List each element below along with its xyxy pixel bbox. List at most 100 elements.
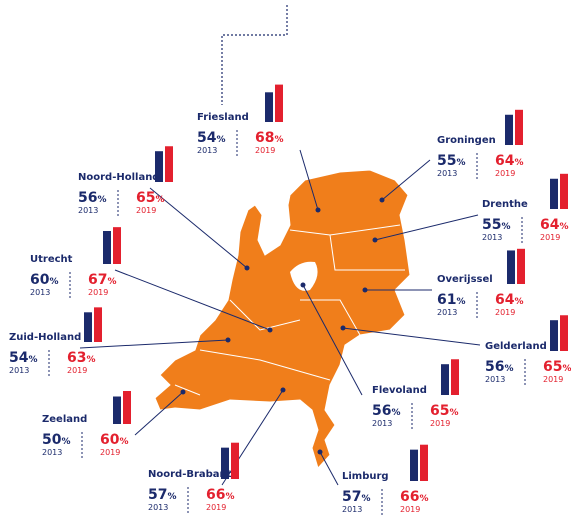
year-label: 2019 — [206, 503, 226, 512]
lake — [290, 261, 318, 291]
year-label: 2013 — [148, 503, 168, 512]
province-name: Friesland — [197, 112, 249, 123]
location-dot — [372, 237, 378, 243]
value: 65 — [430, 403, 449, 419]
year-label: 2019 — [100, 448, 120, 457]
province-name: Groningen — [437, 135, 496, 146]
unit: % — [97, 195, 106, 205]
value: 56 — [78, 190, 97, 206]
province-name: Limburg — [342, 471, 389, 482]
year-label: 2019 — [255, 146, 275, 155]
unit: % — [456, 297, 465, 307]
location-dot — [300, 282, 306, 288]
bar — [451, 359, 459, 395]
value-text: 65% — [543, 359, 571, 375]
value: 67 — [88, 272, 107, 288]
bar — [517, 248, 525, 284]
leader-line — [319, 451, 339, 486]
location-dot — [315, 207, 321, 213]
location-dot — [244, 265, 250, 271]
year-label: 2013 — [30, 288, 50, 297]
year-label: 2019 — [430, 419, 450, 428]
value: 56 — [485, 359, 504, 375]
leader-line — [299, 149, 319, 211]
province: Friesland 54%2013 68%2019 — [197, 84, 321, 213]
unit: % — [514, 158, 523, 168]
year-label: 2013 — [342, 505, 362, 514]
bar — [560, 315, 568, 351]
value-text: 50% — [42, 432, 71, 448]
value-text: 64% — [495, 153, 524, 169]
unit: % — [559, 222, 568, 232]
year-label: 2013 — [42, 448, 62, 457]
unit: % — [391, 408, 400, 418]
unit: % — [225, 492, 234, 502]
year-label: 2019 — [540, 233, 560, 242]
leader-line — [114, 269, 271, 331]
leader-line — [149, 187, 248, 269]
province-name: Overijssel — [437, 274, 493, 285]
bar — [550, 320, 558, 351]
unit: % — [449, 408, 458, 418]
location-dot — [180, 389, 186, 395]
province-borders — [174, 224, 405, 396]
value-text: 56% — [372, 403, 401, 419]
unit: % — [562, 364, 571, 374]
bar — [94, 307, 102, 342]
value: 50 — [42, 432, 62, 448]
year-label: 2013 — [78, 206, 98, 215]
year-label: 2013 — [485, 375, 505, 384]
bar — [420, 444, 428, 481]
value-text: 57% — [148, 487, 177, 503]
unit: % — [155, 195, 164, 205]
province-name: Gelderland — [485, 341, 547, 352]
value-text: 63% — [67, 350, 96, 366]
year-label: 2019 — [136, 206, 156, 215]
year-label: 2019 — [400, 505, 420, 514]
unit: % — [419, 494, 428, 504]
leader-line — [302, 284, 363, 396]
year-label: 2019 — [495, 308, 515, 317]
bar — [221, 447, 229, 479]
value: 61 — [437, 292, 456, 308]
value: 55 — [482, 217, 501, 233]
value-text: 55% — [482, 217, 511, 233]
value-text: 54% — [9, 350, 38, 366]
provinces: Friesland54%201368%2019Groningen55%20136… — [9, 84, 571, 515]
unit: % — [456, 158, 465, 168]
location-dot — [225, 337, 231, 343]
leader-line — [381, 159, 431, 201]
value-text: 56% — [78, 190, 107, 206]
bar — [155, 151, 163, 182]
bar — [410, 449, 418, 481]
location-dot — [267, 327, 273, 333]
map-shape — [154, 169, 411, 469]
year-label: 2013 — [482, 233, 502, 242]
location-dot — [317, 449, 323, 455]
value-text: 68% — [255, 130, 284, 146]
location-dot — [362, 287, 368, 293]
value-text: 54% — [197, 130, 226, 146]
location-dot — [280, 387, 286, 393]
unit: % — [28, 355, 37, 365]
value: 65 — [543, 359, 562, 375]
province-name: Zuid-Holland — [9, 332, 81, 343]
unit: % — [119, 437, 128, 447]
location-dot — [340, 325, 346, 331]
value: 57 — [148, 487, 167, 503]
value-text: 65% — [430, 403, 459, 419]
leader-line — [79, 339, 229, 349]
value: 57 — [342, 489, 361, 505]
value: 66 — [206, 487, 225, 503]
year-label: 2013 — [197, 146, 217, 155]
value: 54 — [197, 130, 217, 146]
province-name: Utrecht — [30, 254, 73, 265]
value: 66 — [400, 489, 419, 505]
bar — [231, 442, 239, 479]
bar — [515, 109, 523, 145]
